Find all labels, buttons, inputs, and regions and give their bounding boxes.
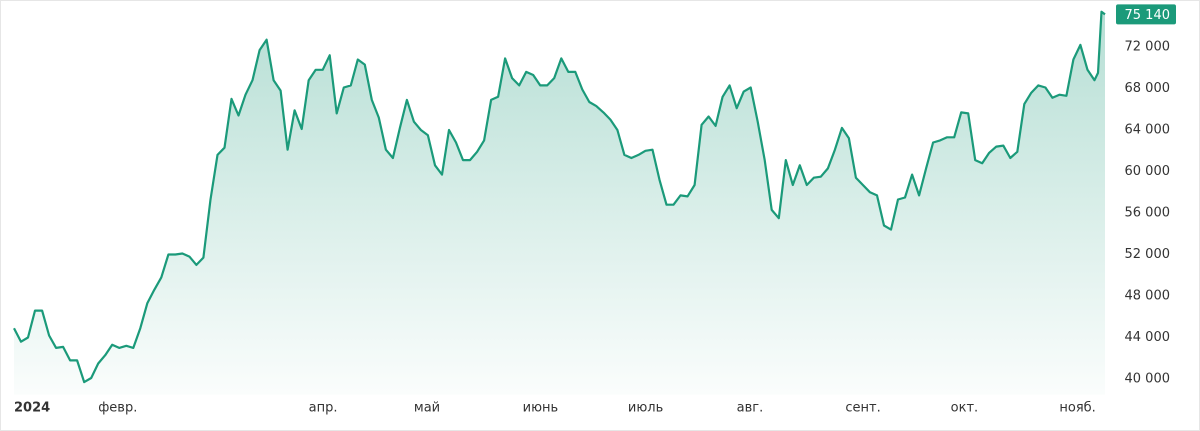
x-tick-label: июль xyxy=(628,401,663,416)
y-tick-label: 56 000 xyxy=(1125,206,1171,221)
y-tick-label: 44 000 xyxy=(1125,330,1171,345)
price-badge xyxy=(1116,4,1176,25)
x-tick-label: нояб. xyxy=(1059,401,1095,416)
x-tick-label: май xyxy=(414,401,440,416)
y-tick-label: 60 000 xyxy=(1125,164,1171,179)
y-tick-label: 48 000 xyxy=(1125,289,1171,304)
x-tick-label: сент. xyxy=(845,401,880,416)
x-tick-label: апр. xyxy=(309,401,338,416)
x-tick-label: февр. xyxy=(98,401,137,416)
y-tick-label: 72 000 xyxy=(1125,40,1171,55)
x-tick-label: 2024 xyxy=(14,401,50,416)
y-tick-label: 68 000 xyxy=(1125,81,1171,96)
y-tick-label: 52 000 xyxy=(1125,247,1171,262)
price-badge-label: 75 140 xyxy=(1125,8,1171,23)
y-tick-label: 40 000 xyxy=(1125,372,1171,387)
x-tick-label: авг. xyxy=(737,401,764,416)
y-tick-label: 64 000 xyxy=(1125,123,1171,138)
x-tick-label: окт. xyxy=(951,401,979,416)
area xyxy=(14,11,1105,395)
price-line xyxy=(13,10,1106,384)
x-tick-label: июнь xyxy=(523,401,559,416)
